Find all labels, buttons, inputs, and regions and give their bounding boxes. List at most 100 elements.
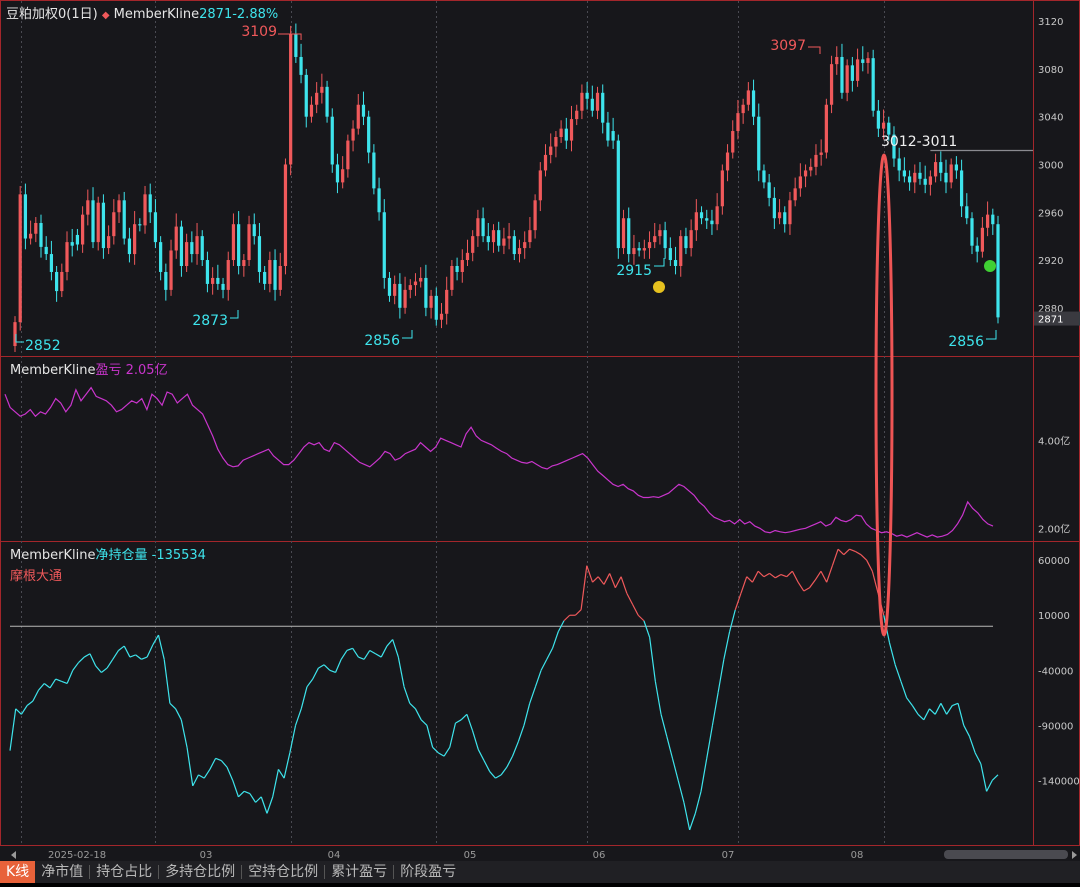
candle-body <box>54 271 59 292</box>
netpos-segment <box>860 554 868 561</box>
netpos-segment <box>352 647 359 658</box>
candle-body <box>367 116 371 153</box>
candle-body <box>211 277 215 284</box>
candle-body <box>991 214 995 225</box>
netpos-segment <box>689 813 696 831</box>
candle-body <box>164 271 168 290</box>
netpos-segment <box>774 573 782 579</box>
netpos-segment <box>769 572 776 579</box>
candle-body <box>185 242 189 266</box>
candle-body <box>803 170 808 177</box>
netpos-segment <box>43 683 51 689</box>
range-annotation: 3012-3011 <box>881 134 957 150</box>
candle-body <box>450 266 454 290</box>
netpos-segment <box>180 719 188 748</box>
smiley-icon <box>984 260 996 272</box>
candle-body <box>850 65 854 81</box>
netpos-segment <box>871 571 879 594</box>
candle-body <box>320 86 324 93</box>
candle-body <box>419 277 423 282</box>
candle-body <box>554 137 558 147</box>
candle-body <box>918 172 922 179</box>
netpos-segment <box>243 790 251 795</box>
price-axis-tick: 3120 <box>1038 17 1063 28</box>
tab-position-share[interactable]: 持仓占比 <box>96 864 153 880</box>
candle-body <box>954 164 959 171</box>
netpos-segment <box>66 670 74 684</box>
netpos-segment <box>283 752 291 779</box>
candle-body <box>44 246 48 255</box>
candle-body <box>247 224 251 261</box>
netpos-segment <box>820 570 828 583</box>
candle-body <box>819 152 823 155</box>
netpos-segment <box>186 747 194 786</box>
candle-body <box>944 172 948 183</box>
netpos-segment <box>215 757 222 762</box>
tab-period-pnl[interactable]: 阶段盈亏 <box>400 864 457 880</box>
netpos-segment <box>118 645 125 651</box>
netpos-segment <box>666 736 674 759</box>
netpos-segment <box>477 749 485 761</box>
candle-body <box>294 34 298 57</box>
netpos-segment <box>677 780 685 803</box>
candle-body <box>237 224 241 266</box>
candle-body <box>606 122 610 141</box>
netpos-segment <box>546 647 554 660</box>
tab-cumulative-pnl[interactable]: 累计盈亏 <box>331 864 388 880</box>
annotation-leader <box>402 330 413 339</box>
netpos-segment <box>643 620 651 638</box>
candle-body <box>34 223 38 234</box>
netpos-segment <box>929 708 936 715</box>
candle-body <box>138 224 142 226</box>
candle-body <box>965 206 969 219</box>
netpos-segment <box>334 659 342 673</box>
candle-body <box>861 59 865 63</box>
scroll-right-icon[interactable] <box>1072 851 1077 859</box>
candle-body <box>133 224 137 255</box>
annotation-leader <box>654 258 665 267</box>
candle-body <box>725 152 730 171</box>
time-axis-label: 05 <box>464 850 477 861</box>
candle-body <box>387 277 392 296</box>
netpos-segment <box>83 653 91 658</box>
candle-body <box>611 131 615 141</box>
tab-long-ratio[interactable]: 多持仓比例 <box>165 864 236 880</box>
tab-short-ratio[interactable]: 空持仓比例 <box>248 864 319 880</box>
netpos-segment <box>512 741 519 757</box>
netpos-segment <box>289 725 297 753</box>
netpos-segment <box>671 758 679 781</box>
tab-net-market-value[interactable]: 净市值 <box>41 864 84 880</box>
tab-kline[interactable]: K线 <box>0 861 36 883</box>
netpos-segment <box>294 708 302 726</box>
netpos-segment <box>449 722 457 748</box>
scroll-left-icon[interactable] <box>11 851 16 859</box>
netpos-segment <box>106 658 114 669</box>
netpos-axis-tick: 10000 <box>1038 611 1070 622</box>
candle-body <box>263 271 267 284</box>
candle-body <box>985 214 990 228</box>
time-axis-label: 08 <box>851 850 864 861</box>
netpos-segment <box>312 667 319 680</box>
candle-body <box>757 116 761 171</box>
candle-body <box>325 86 329 117</box>
netpos-segment <box>363 650 371 660</box>
candle-body <box>897 158 901 171</box>
netpos-segment <box>660 714 668 737</box>
netpos-segment <box>523 703 531 726</box>
netpos-segment <box>751 570 759 583</box>
candle-body <box>49 254 54 272</box>
candle-body <box>153 212 158 243</box>
scrollbar-thumb[interactable] <box>944 850 1068 859</box>
candle-body <box>70 242 74 246</box>
netpos-segment <box>123 645 131 658</box>
candle-body <box>876 110 880 129</box>
netpos-segment <box>255 796 262 803</box>
candle-body <box>736 113 740 132</box>
netpos-segment <box>55 678 62 682</box>
tab-separator <box>89 865 91 879</box>
netpos-segment <box>563 614 571 622</box>
candle-body <box>81 214 85 245</box>
candle-body <box>413 281 418 286</box>
price-axis-tick: 2880 <box>1038 304 1063 315</box>
netpos-segment <box>529 686 536 704</box>
